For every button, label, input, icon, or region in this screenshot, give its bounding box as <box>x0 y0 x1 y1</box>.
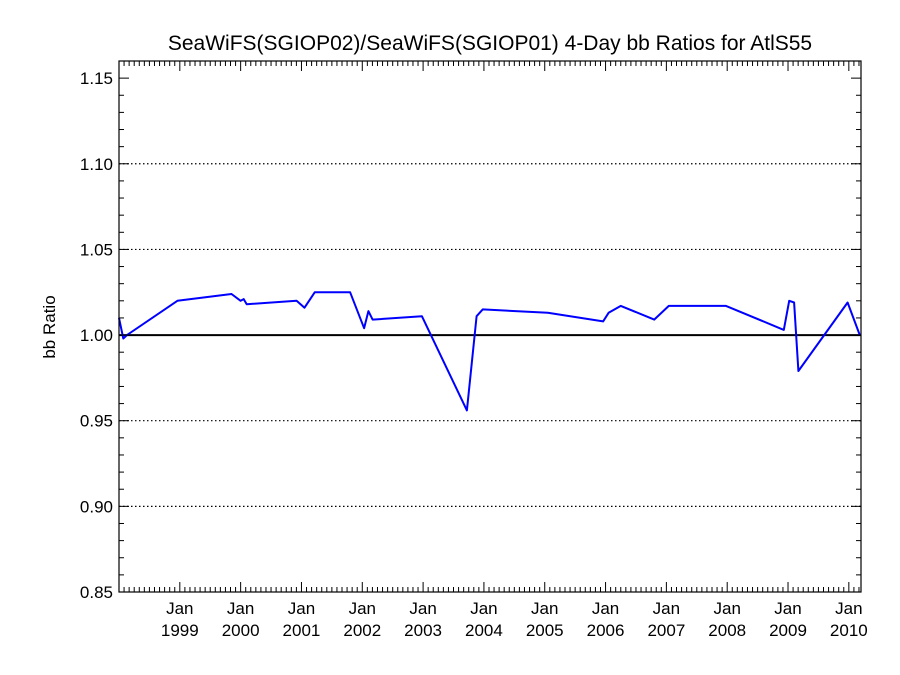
x-tick-label-month: Jan <box>166 599 193 618</box>
data-point <box>798 370 799 371</box>
x-tick-label-month: Jan <box>227 599 254 618</box>
x-tick-label-month: Jan <box>288 599 315 618</box>
y-tick-label: 1.00 <box>80 326 113 345</box>
data-point <box>314 292 315 293</box>
series-lines <box>118 292 860 411</box>
x-tick-label-year: 2004 <box>465 621 503 640</box>
y-tick-label: 1.15 <box>80 69 113 88</box>
data-point <box>231 293 232 294</box>
data-point <box>466 410 467 411</box>
data-point <box>603 321 604 322</box>
x-tick-label-month: Jan <box>713 599 740 618</box>
data-point <box>794 302 795 303</box>
data-point <box>783 329 784 330</box>
y-tick-label: 1.05 <box>80 240 113 259</box>
x-tick-label-month: Jan <box>774 599 801 618</box>
y-ticks: 0.85 0.90 0.95 1.00 1.05 1.10 1.15 <box>80 61 861 602</box>
x-tick-label-month: Jan <box>470 599 497 618</box>
x-tick-label-year: 2003 <box>404 621 442 640</box>
y-tick-label: 0.90 <box>80 497 113 516</box>
data-point <box>177 300 178 301</box>
y-tick-label: 0.85 <box>80 583 113 602</box>
data-point <box>789 300 790 301</box>
data-point <box>364 328 365 329</box>
data-point <box>476 316 477 317</box>
x-tick-label-year: 2006 <box>587 621 625 640</box>
data-point <box>547 312 548 313</box>
x-tick-label-year: 2000 <box>222 621 260 640</box>
x-tick-label-month: Jan <box>349 599 376 618</box>
data-point <box>304 307 305 308</box>
data-point <box>847 302 848 303</box>
data-point <box>246 304 247 305</box>
data-point <box>654 319 655 320</box>
x-tick-label-year: 2001 <box>283 621 321 640</box>
chart-title: SeaWiFS(SGIOP02)/SeaWiFS(SGIOP01) 4-Day … <box>168 32 812 55</box>
x-tick-label-month: Jan <box>835 599 862 618</box>
x-tick-label-month: Jan <box>653 599 680 618</box>
x-tick-label-month: Jan <box>531 599 558 618</box>
y-tick-label: 0.95 <box>80 412 113 431</box>
data-point <box>372 319 373 320</box>
x-tick-label-year: 2002 <box>343 621 381 640</box>
plot-frame <box>119 61 861 592</box>
data-point <box>240 300 241 301</box>
data-point <box>668 305 669 306</box>
x-ticks: Jan 1999 Jan 2000 Jan 2001 Jan 2002 Jan 2003 Jan 20… <box>119 61 868 640</box>
data-point <box>482 309 483 310</box>
data-point <box>123 338 124 339</box>
x-tick-label-year: 2007 <box>647 621 685 640</box>
y-tick-label: 1.10 <box>80 155 113 174</box>
x-tick-label-year: 2009 <box>769 621 807 640</box>
data-point <box>620 305 621 306</box>
x-tick-label-year: 2005 <box>526 621 564 640</box>
data-point <box>296 300 297 301</box>
data-point <box>368 311 369 312</box>
x-tick-label-year: 2008 <box>708 621 746 640</box>
data-point <box>725 305 726 306</box>
y-axis-label: bb Ratio <box>40 295 59 358</box>
data-point <box>350 292 351 293</box>
data-point <box>243 299 244 300</box>
x-tick-label-month: Jan <box>592 599 619 618</box>
x-tick-label-month: Jan <box>409 599 436 618</box>
data-point <box>608 312 609 313</box>
x-tick-label-year: 2010 <box>830 621 868 640</box>
plot-border <box>119 61 861 592</box>
x-tick-label-year: 1999 <box>161 621 199 640</box>
data-point <box>421 316 422 317</box>
series-line-0 <box>119 292 860 410</box>
